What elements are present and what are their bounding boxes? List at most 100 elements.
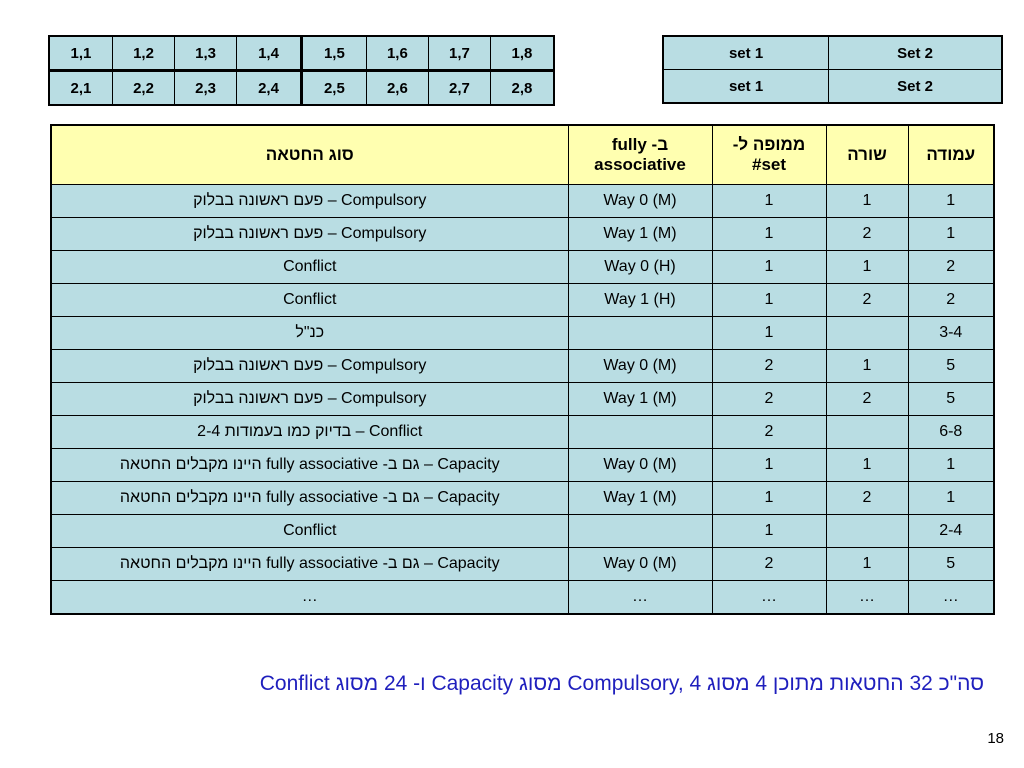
cell-column: 2 [907, 283, 995, 317]
cell-fully-associative: Way 1 (H) [567, 283, 713, 317]
cell-row: 1 [825, 547, 909, 581]
table-row: 5 1 2 Way 0 (M) Compulsory – פעם ראשונה בבלו… [50, 349, 995, 383]
cell-miss-type: כנ"ל [50, 316, 569, 350]
header-row-label: שורה [825, 124, 909, 185]
cell-fully-associative: Way 0 (H) [567, 250, 713, 284]
cell-fully-associative: … [567, 580, 713, 615]
table-row: 2 2 1 Way 1 (H) Conflict [50, 283, 995, 317]
cell-miss-type: Capacity – גם ב- fully associative היינו… [50, 547, 569, 581]
cell-row: 2 [825, 283, 909, 317]
grid-cell: 1,8 [489, 35, 555, 72]
cell-miss-type: Capacity – גם ב- fully associative היינו… [50, 448, 569, 482]
cell-row: 2 [825, 382, 909, 416]
cell-miss-type: Compulsory – פעם ראשונה בבלוק [50, 382, 569, 416]
header-row: עמודה שורה ממופה ל- set# ב- fully associ… [50, 124, 995, 185]
grid-cell: 2,2 [111, 70, 176, 106]
cell-set: 2 [711, 415, 827, 449]
cell-row: 2 [825, 217, 909, 251]
table-row: …………… [50, 580, 995, 615]
cell-miss-type: Compulsory – פעם ראשונה בבלוק [50, 184, 569, 218]
grid-cell: 1,5 [300, 35, 367, 72]
cell-set: 1 [711, 250, 827, 284]
cell-set: 2 [711, 349, 827, 383]
cell-set: … [711, 580, 827, 615]
grid-cell: 2,5 [300, 70, 367, 106]
grid-cell: 1,4 [236, 35, 303, 72]
cell-set: 1 [711, 217, 827, 251]
grid-cell: 2,4 [236, 70, 303, 106]
cell-column: 6-8 [907, 415, 995, 449]
cell-miss-type: Conflict – בדיוק כמו בעמודות 2-4 [50, 415, 569, 449]
grid-cell: 1,1 [48, 35, 113, 72]
sets-cell: Set 2 [828, 69, 1003, 104]
cell-miss-type: … [50, 580, 569, 615]
grid-cell: 2,7 [427, 70, 491, 106]
header-miss-type: סוג החטאה [50, 124, 569, 185]
cell-set: 1 [711, 448, 827, 482]
table-row: 3-4 1 כנ"ל [50, 316, 995, 350]
cell-miss-type: Compulsory – פעם ראשונה בבלוק [50, 217, 569, 251]
cell-column: 3-4 [907, 316, 995, 350]
cell-set: 1 [711, 481, 827, 515]
cell-column: 5 [907, 349, 995, 383]
cell-set: 2 [711, 382, 827, 416]
grid-row: 2,1 2,2 2,3 2,4 2,5 2,6 2,7 2,8 [48, 70, 555, 106]
table-row: 1 2 1 Way 1 (M) Compulsory – פעם ראשונה בבלו… [50, 217, 995, 251]
table-row: 1 2 1 Way 1 (M) Capacity – גם ב- fully assoc… [50, 481, 995, 515]
grid-cell: 1,6 [365, 35, 429, 72]
grid-cell: 1,7 [427, 35, 491, 72]
sets-table: set 1 Set 2 set 1 Set 2 [662, 35, 1003, 104]
cell-column: … [907, 580, 995, 615]
cell-set: 2 [711, 547, 827, 581]
sets-row: set 1 Set 2 [662, 35, 1003, 70]
cell-miss-type: Capacity – גם ב- fully associative היינו… [50, 481, 569, 515]
cell-set: 1 [711, 514, 827, 548]
cell-row: 1 [825, 448, 909, 482]
grid-cell: 2,8 [489, 70, 555, 106]
table-row: 6-8 2 Conflict – בדיוק כמו בעמודות 2-4 [50, 415, 995, 449]
cell-column: 1 [907, 448, 995, 482]
cell-column: 5 [907, 382, 995, 416]
cell-row [825, 514, 909, 548]
cell-fully-associative: Way 1 (M) [567, 217, 713, 251]
summary-text: סה"כ 32 החטאות מתוכן 4 מסוג Compulsory, … [259, 672, 984, 695]
cell-fully-associative: Way 0 (M) [567, 184, 713, 218]
table-row: 2-4 1 Conflict [50, 514, 995, 548]
table-row: 5 1 2 Way 0 (M) Capacity – גם ב- fully assoc… [50, 547, 995, 581]
cell-row: 1 [825, 184, 909, 218]
cell-column: 2-4 [907, 514, 995, 548]
table-row: 2 1 1 Way 0 (H) Conflict [50, 250, 995, 284]
cell-fully-associative [567, 415, 713, 449]
cell-set: 1 [711, 184, 827, 218]
sets-cell: set 1 [662, 35, 830, 70]
block-grid-table: 1,1 1,2 1,3 1,4 1,5 1,6 1,7 1,8 2,1 2,2 2,3 2,4 2,5 2… [48, 35, 555, 106]
grid-cell: 1,3 [174, 35, 238, 72]
cell-fully-associative: Way 0 (M) [567, 547, 713, 581]
cell-row [825, 415, 909, 449]
cell-row: … [825, 580, 909, 615]
header-fully-associative: ב- fully associative [567, 124, 713, 185]
sets-row: set 1 Set 2 [662, 69, 1003, 104]
cell-row: 1 [825, 349, 909, 383]
cell-column: 1 [907, 481, 995, 515]
cell-row [825, 316, 909, 350]
cell-miss-type: Conflict [50, 514, 569, 548]
cell-fully-associative: Way 0 (M) [567, 349, 713, 383]
cell-column: 1 [907, 184, 995, 218]
sets-cell: set 1 [662, 69, 830, 104]
cell-set: 1 [711, 283, 827, 317]
cell-miss-type: Compulsory – פעם ראשונה בבלוק [50, 349, 569, 383]
table-row: 5 2 2 Way 1 (M) Compulsory – פעם ראשונה בבלו… [50, 382, 995, 416]
cell-fully-associative: Way 1 (M) [567, 382, 713, 416]
sets-cell: Set 2 [828, 35, 1003, 70]
grid-cell: 2,3 [174, 70, 238, 106]
cell-fully-associative: Way 1 (M) [567, 481, 713, 515]
cell-fully-associative [567, 514, 713, 548]
cell-fully-associative: Way 0 (M) [567, 448, 713, 482]
table-row: 1 1 1 Way 0 (M) Capacity – גם ב- fully assoc… [50, 448, 995, 482]
cell-column: 1 [907, 217, 995, 251]
header-column: עמודה [907, 124, 995, 185]
grid-cell: 2,6 [365, 70, 429, 106]
cell-column: 2 [907, 250, 995, 284]
cell-miss-type: Conflict [50, 250, 569, 284]
